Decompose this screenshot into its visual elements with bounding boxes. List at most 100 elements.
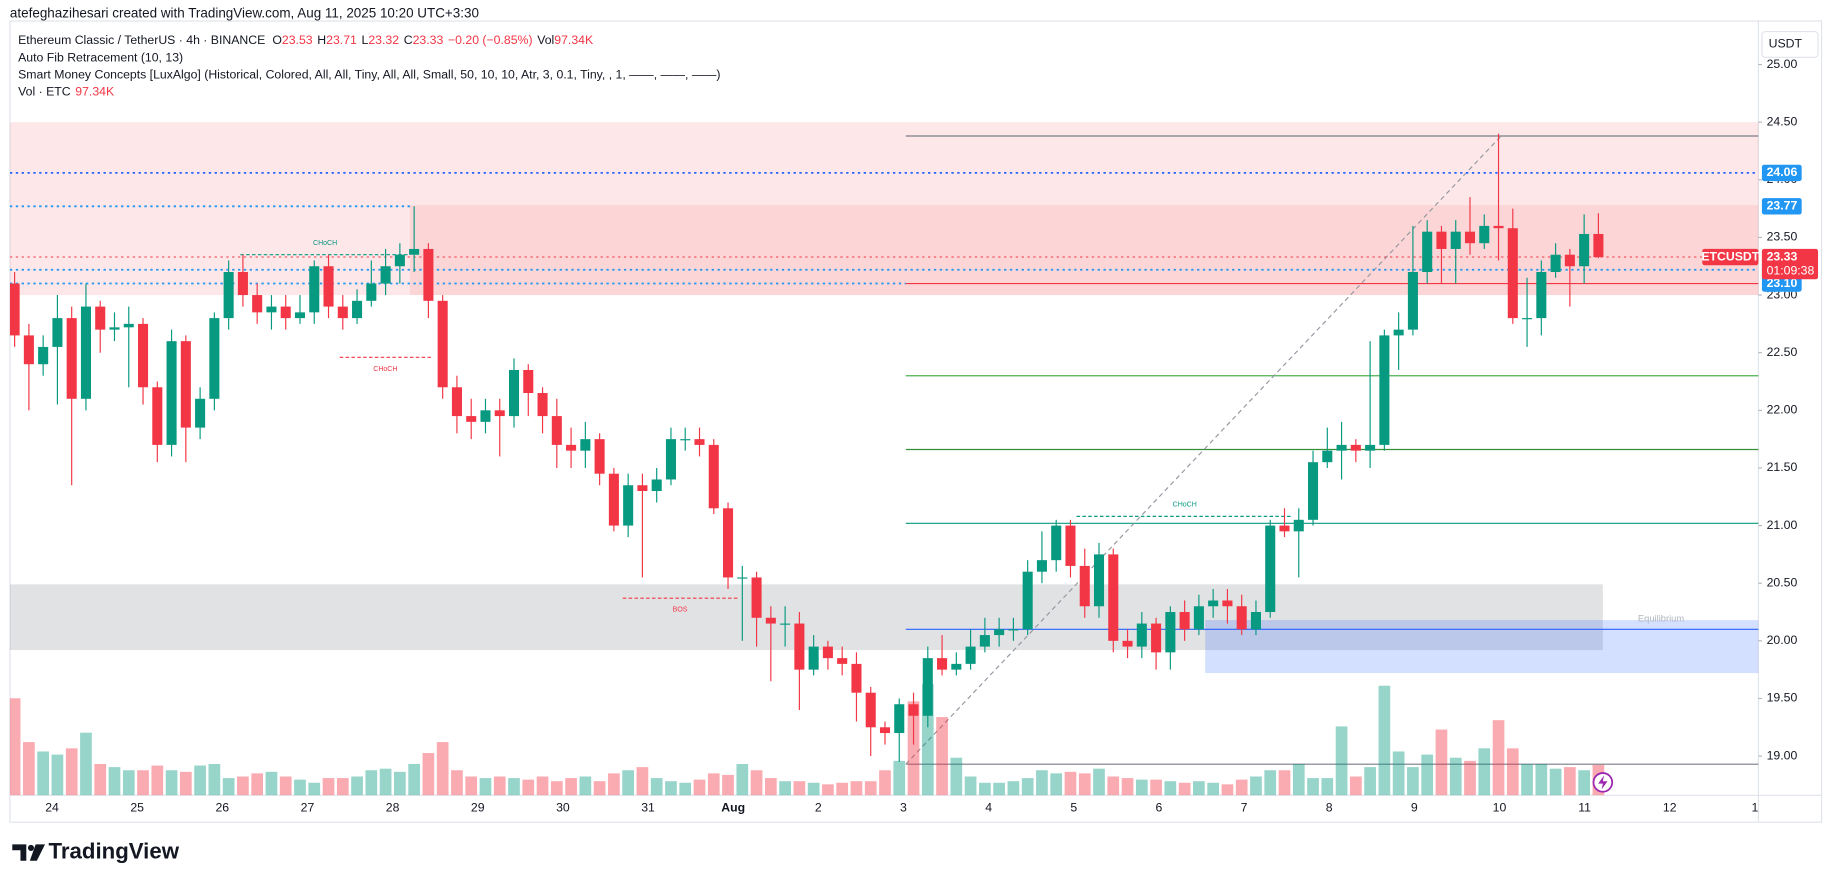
volume-bar xyxy=(436,742,449,796)
candle-body xyxy=(1422,231,1433,273)
brand-logo xyxy=(12,844,46,861)
candle-body xyxy=(837,658,848,664)
candle-body xyxy=(1322,450,1333,463)
volume-bar xyxy=(979,782,991,796)
candle-body xyxy=(937,658,948,670)
volume-bar xyxy=(565,778,577,796)
volume-bar xyxy=(1107,776,1120,796)
logo-mark xyxy=(12,844,27,861)
candle-body xyxy=(751,577,762,618)
volume-bar xyxy=(622,770,635,796)
candle-body xyxy=(1051,525,1062,561)
candle-body xyxy=(566,444,577,451)
y-tick-label: 19.00 xyxy=(1767,748,1798,762)
candle-body xyxy=(651,479,662,492)
volume-bar xyxy=(1093,768,1105,796)
candle-body xyxy=(1579,233,1590,267)
candle-body xyxy=(1208,600,1219,607)
volume-bar xyxy=(351,776,363,796)
volume-bar xyxy=(536,776,549,796)
candle-body xyxy=(1393,329,1404,336)
volume-bar xyxy=(1207,782,1220,796)
candle-body xyxy=(152,387,163,445)
x-tick-label: 28 xyxy=(386,800,400,814)
candle-body xyxy=(1065,525,1076,566)
volume-bar xyxy=(807,782,820,796)
candle-body xyxy=(580,439,591,451)
x-tick-label: 12 xyxy=(1663,800,1677,814)
volume-bar xyxy=(1407,767,1419,796)
candle-body xyxy=(252,295,263,313)
candle-body xyxy=(523,369,534,394)
candle-body xyxy=(608,473,619,526)
volume-bar xyxy=(921,684,934,796)
candle-body xyxy=(708,444,719,509)
ohlc-key: H xyxy=(317,33,326,47)
ohlc-value: 23.71 xyxy=(326,33,357,47)
candle-body xyxy=(665,439,676,480)
price-label-box xyxy=(1761,198,1802,215)
structure-label: CHoCH xyxy=(313,240,337,247)
zone xyxy=(9,584,1603,651)
logo-dot xyxy=(27,844,35,851)
candle-body xyxy=(822,646,833,659)
volume-bar xyxy=(1349,776,1362,796)
volume-bar xyxy=(750,770,763,796)
volume-bar xyxy=(950,757,963,796)
volume-value: 97.34K xyxy=(554,33,594,47)
zone xyxy=(1205,620,1759,674)
candle-body xyxy=(537,393,548,417)
candle-body xyxy=(1493,225,1504,229)
ohlc-key: L xyxy=(362,33,369,47)
zone xyxy=(409,205,1759,296)
candle-body xyxy=(723,508,734,578)
legend: atefeghazihesari created with TradingVie… xyxy=(10,6,721,99)
volume-bar xyxy=(936,717,948,796)
volume-bar xyxy=(251,773,264,796)
indicator-legend: Auto Fib Retracement (10, 13) xyxy=(18,51,183,65)
x-tick-label: 9 xyxy=(1411,800,1418,814)
candle-body xyxy=(1293,519,1304,532)
candle-body xyxy=(1236,606,1247,630)
candle-body xyxy=(1436,231,1447,249)
candle-body xyxy=(965,646,976,664)
volume-bar xyxy=(1364,767,1376,796)
candle-body xyxy=(1265,525,1276,613)
candle-body xyxy=(851,663,862,693)
candle-body xyxy=(1022,571,1033,630)
volume-bar xyxy=(1549,768,1562,796)
volume-bar xyxy=(1078,773,1091,796)
candle-body xyxy=(1279,525,1290,532)
y-tick-label: 21.00 xyxy=(1767,518,1798,532)
axes: 19.00 19.50 20.00 20.50 21.00 21.50 22.00 22.50… xyxy=(45,57,1819,814)
x-tick-label: 27 xyxy=(301,800,315,814)
currency-box[interactable] xyxy=(1761,30,1819,58)
candle-body xyxy=(1336,444,1347,451)
candle-body xyxy=(1564,254,1575,267)
volume-bar xyxy=(165,770,178,796)
x-tick-label: 25 xyxy=(130,800,144,814)
y-tick-label: 23.50 xyxy=(1767,230,1798,244)
last-price-label: 23.33 xyxy=(1767,249,1798,263)
candle-body xyxy=(794,623,805,670)
candle-body xyxy=(594,439,605,474)
candle-body xyxy=(1151,623,1162,653)
volume-bar xyxy=(1050,773,1063,796)
candle-body xyxy=(1593,233,1604,258)
volume-bar xyxy=(208,763,221,796)
volume-bar xyxy=(822,784,834,796)
candle-body xyxy=(1407,272,1418,330)
y-tick-label: 19.50 xyxy=(1767,691,1798,705)
volume-bar xyxy=(522,779,535,796)
candle-body xyxy=(323,266,334,307)
volume-bar xyxy=(194,765,206,796)
candle-body xyxy=(894,704,905,734)
logo-slash xyxy=(29,844,46,861)
candle-body xyxy=(138,323,149,388)
candle-body xyxy=(280,306,291,319)
volume-bar xyxy=(9,698,21,796)
volume-bar xyxy=(65,748,78,796)
volume-bar xyxy=(108,767,121,796)
symbol-label: ETCUSDT xyxy=(1701,249,1759,263)
